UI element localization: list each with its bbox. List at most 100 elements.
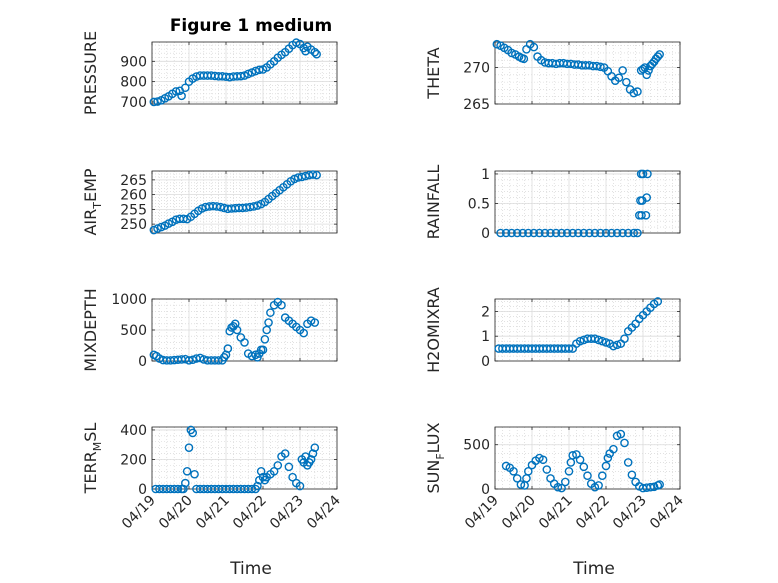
data-point <box>280 449 290 458</box>
y-axis-label: H2OMIXRA <box>424 287 443 373</box>
data-point <box>568 451 578 460</box>
figure-title: Figure 1 medium <box>170 16 332 36</box>
subplot-5: 0 500 1000 MIXDEPTH <box>81 288 338 372</box>
data-point <box>629 228 639 238</box>
y-tick-label: 2 <box>481 304 490 320</box>
data-series <box>494 297 663 353</box>
y-tick-label: 800 <box>120 75 147 91</box>
data-point <box>655 50 664 59</box>
data-point <box>308 170 318 179</box>
data-point <box>249 202 259 211</box>
subplot-2: 265 270 THETA <box>424 39 681 113</box>
x-tick-label: 04/21 <box>536 493 576 533</box>
data-point <box>173 484 183 494</box>
y-tick-label: 0 <box>138 354 147 370</box>
data-point <box>496 228 505 238</box>
data-point <box>546 228 555 238</box>
x-tick-label: 04/24 <box>304 492 344 532</box>
data-point <box>312 49 321 59</box>
data-point <box>184 443 194 452</box>
data-series <box>496 169 652 238</box>
data-point <box>509 466 518 476</box>
data-point <box>306 455 316 464</box>
axes-box <box>494 298 681 362</box>
y-tick-label: 0 <box>481 354 490 370</box>
data-point <box>529 228 539 238</box>
data-point <box>266 308 275 317</box>
data-point <box>623 458 633 467</box>
x-tick-label: 04/21 <box>193 493 233 533</box>
data-point <box>540 228 550 238</box>
data-point <box>179 214 188 224</box>
data-series <box>492 39 664 98</box>
data-point <box>616 429 626 439</box>
data-point <box>254 65 264 75</box>
y-axis-label: MIXDEPTH <box>81 288 100 371</box>
data-point <box>564 466 574 476</box>
data-point <box>273 461 283 470</box>
data-point <box>188 428 197 438</box>
data-point <box>153 97 162 106</box>
y-tick-label: 0 <box>481 482 490 498</box>
y-tick-label: 400 <box>120 423 147 439</box>
data-point <box>620 334 629 343</box>
data-point <box>573 228 583 238</box>
x-axis-label-right: Time <box>572 559 615 579</box>
data-series <box>151 425 320 494</box>
data-point <box>251 350 260 360</box>
data-point <box>601 228 611 238</box>
axes-box <box>494 426 681 490</box>
y-axis-label: RAINFALL <box>424 165 443 240</box>
data-point <box>607 228 616 238</box>
data-point <box>614 73 624 83</box>
data-point <box>299 328 309 338</box>
plot-area <box>152 427 337 489</box>
data-point <box>312 170 321 180</box>
data-point <box>612 228 622 238</box>
data-point <box>258 345 268 355</box>
data-point <box>529 42 539 52</box>
data-point <box>295 481 305 491</box>
data-point <box>562 228 572 238</box>
y-tick-label: 500 <box>463 438 490 454</box>
data-point <box>590 228 600 238</box>
data-point <box>618 66 627 75</box>
x-tick-label: 04/19 <box>119 493 159 533</box>
data-point <box>627 470 637 480</box>
data-point <box>519 54 529 64</box>
y-tick-label: 700 <box>120 95 147 111</box>
data-point <box>638 169 648 179</box>
data-point <box>179 484 188 494</box>
data-point <box>601 461 611 471</box>
x-tick-label: 04/20 <box>499 493 539 533</box>
y-axis-label: SUNFLUX <box>424 422 447 493</box>
data-point <box>240 338 249 347</box>
data-point <box>232 325 242 335</box>
data-point <box>575 455 585 465</box>
x-tick-label: 04/22 <box>573 493 613 533</box>
data-point <box>180 478 190 488</box>
data-point <box>269 466 279 476</box>
axes-box <box>151 41 338 105</box>
data-series <box>149 170 321 235</box>
y-tick-label: 0 <box>138 482 147 498</box>
y-tick-label: 270 <box>463 61 490 77</box>
x-axis-label-left: Time <box>229 559 272 579</box>
data-point <box>594 481 603 490</box>
data-point <box>190 469 199 479</box>
y-tick-label: 265 <box>463 97 490 113</box>
plot-area <box>495 171 680 233</box>
y-axis-label: AIRTEMP <box>81 168 104 235</box>
x-tick-label: 04/22 <box>230 493 270 533</box>
data-point <box>219 352 229 362</box>
y-axis-label: PRESSURE <box>81 31 100 115</box>
data-point <box>264 318 273 327</box>
subplot-4: 0 0.5 1 RAINFALL <box>424 165 681 242</box>
data-point <box>236 71 246 81</box>
data-point <box>310 318 320 327</box>
x-tick-label: 04/23 <box>267 493 307 533</box>
data-point <box>182 466 192 476</box>
